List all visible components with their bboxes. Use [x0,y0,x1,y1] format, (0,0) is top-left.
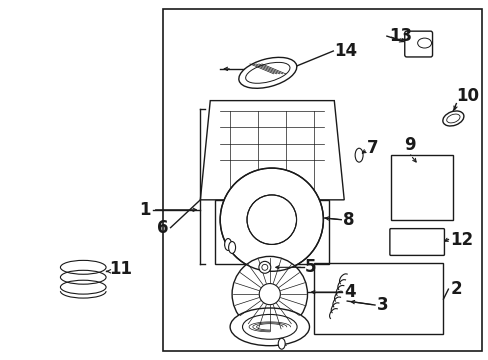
Text: 4: 4 [344,283,355,301]
Text: 10: 10 [455,87,478,105]
Circle shape [232,256,307,332]
Text: 14: 14 [334,42,357,60]
Bar [314,264,443,334]
Ellipse shape [238,57,296,88]
Ellipse shape [242,314,297,339]
Ellipse shape [224,239,231,251]
Ellipse shape [442,111,463,126]
Text: 11: 11 [109,260,132,278]
Text: 9: 9 [403,136,414,154]
Bar [390,155,452,220]
FancyBboxPatch shape [389,229,444,255]
Polygon shape [200,100,344,200]
Ellipse shape [417,38,431,48]
Circle shape [262,264,267,270]
Text: 12: 12 [449,230,472,248]
Ellipse shape [228,242,235,253]
Text: 5: 5 [304,258,315,276]
Circle shape [220,168,323,271]
Ellipse shape [278,338,285,349]
Ellipse shape [446,114,459,123]
Text: 8: 8 [343,211,354,229]
Circle shape [259,284,280,305]
Text: 13: 13 [388,27,411,45]
Ellipse shape [245,62,289,83]
Circle shape [246,195,296,244]
Ellipse shape [230,308,309,346]
Bar [163,9,481,351]
Text: 2: 2 [449,280,461,298]
Text: 1: 1 [139,201,150,219]
Text: 6: 6 [157,219,168,237]
Text: 3: 3 [376,296,388,314]
FancyBboxPatch shape [404,31,432,57]
Circle shape [258,261,270,273]
Ellipse shape [354,148,362,162]
Polygon shape [215,200,328,264]
Text: 7: 7 [366,139,378,157]
